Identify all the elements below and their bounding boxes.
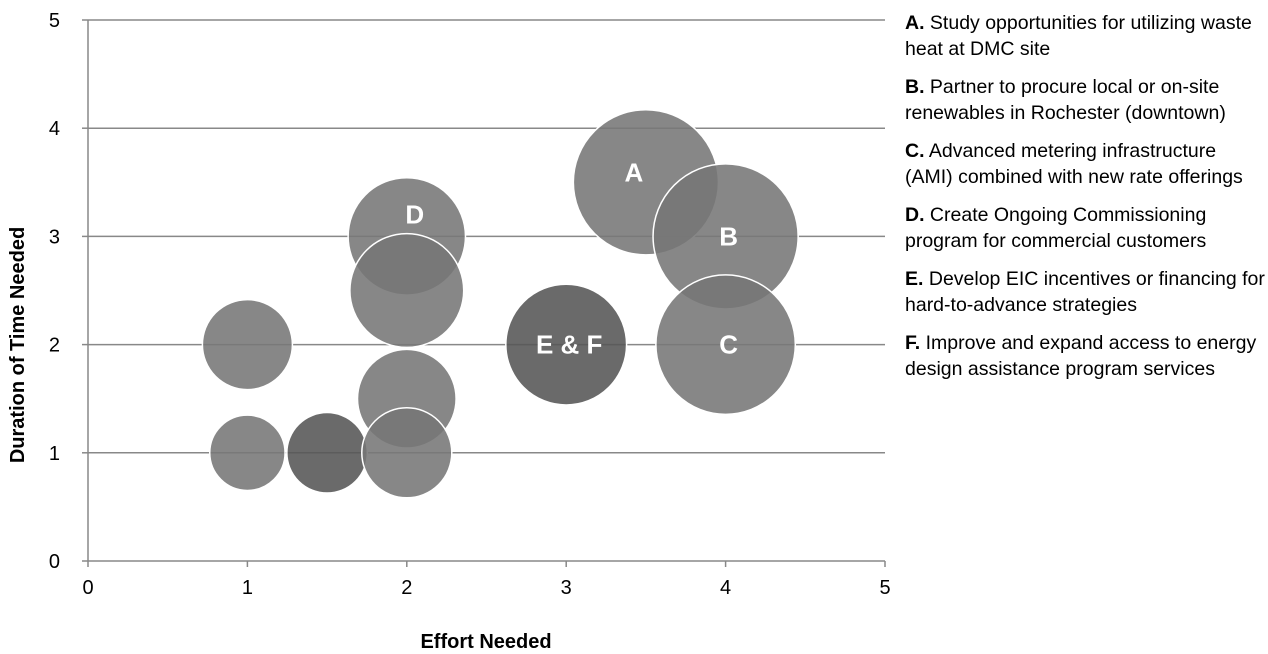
y-tick-label: 0 — [49, 551, 60, 573]
bubble-label: B — [719, 221, 738, 251]
bubble-point — [505, 283, 628, 406]
legend-key: C. — [905, 140, 925, 162]
legend-text: Study opportunities for utilizing waste … — [905, 12, 1252, 60]
bubble-label: C — [719, 330, 738, 360]
x-tick-label: 5 — [879, 577, 890, 599]
legend: A. Study opportunities for utilizing was… — [905, 10, 1265, 394]
legend-item: E. Develop EIC incentives or financing f… — [905, 266, 1265, 318]
x-tick-label: 4 — [720, 577, 731, 599]
bubble-point — [201, 298, 294, 391]
y-tick-label: 1 — [49, 443, 60, 465]
bubble-label: A — [625, 157, 644, 187]
legend-item: F. Improve and expand access to energy d… — [905, 330, 1265, 382]
bubble-chart: 0 1 2 3 4 5 0 1 2 3 4 5 A B C D E & F Effort Needed Dur… — [7, 10, 891, 653]
x-tick-label: 3 — [561, 577, 572, 599]
x-axis-title: Effort Needed — [420, 631, 551, 653]
legend-key: A. — [905, 12, 925, 34]
bubble-point — [655, 274, 797, 416]
bubble-labels: A B C D E & F — [405, 157, 738, 359]
y-tick-label: 4 — [49, 118, 60, 140]
legend-text: Advanced metering infrastructure (AMI) c… — [905, 140, 1243, 188]
y-tick-label: 2 — [49, 335, 60, 357]
bubble-point — [209, 414, 286, 492]
bubble-point — [361, 407, 453, 499]
legend-text: Improve and expand access to energy desi… — [905, 332, 1257, 380]
legend-key: E. — [905, 268, 924, 290]
legend-text: Partner to procure local or on-site rene… — [905, 76, 1226, 124]
legend-item: A. Study opportunities for utilizing was… — [905, 10, 1265, 62]
y-tick-label: 3 — [49, 226, 60, 248]
legend-item: B. Partner to procure local or on-site r… — [905, 74, 1265, 126]
bubble-point — [349, 232, 465, 349]
x-tick-label: 0 — [82, 577, 93, 599]
bubble-label: D — [405, 199, 424, 229]
x-tick-label: 2 — [401, 577, 412, 599]
legend-item: D. Create Ongoing Commissioning program … — [905, 202, 1265, 254]
legend-key: D. — [905, 204, 925, 226]
legend-text: Develop EIC incentives or financing for … — [905, 268, 1265, 316]
y-axis-title: Duration of Time Needed — [7, 227, 29, 463]
legend-key: B. — [905, 76, 925, 98]
bubble-point — [286, 411, 369, 494]
bubble-label: E & F — [536, 330, 602, 360]
legend-text: Create Ongoing Commissioning program for… — [905, 204, 1207, 252]
axes: 0 1 2 3 4 5 0 1 2 3 4 5 — [49, 10, 891, 599]
x-tick-label: 1 — [242, 577, 253, 599]
y-tick-label: 5 — [49, 10, 60, 32]
legend-key: F. — [905, 332, 921, 354]
bubbles — [201, 108, 799, 499]
legend-item: C. Advanced metering infrastructure (AMI… — [905, 138, 1265, 190]
